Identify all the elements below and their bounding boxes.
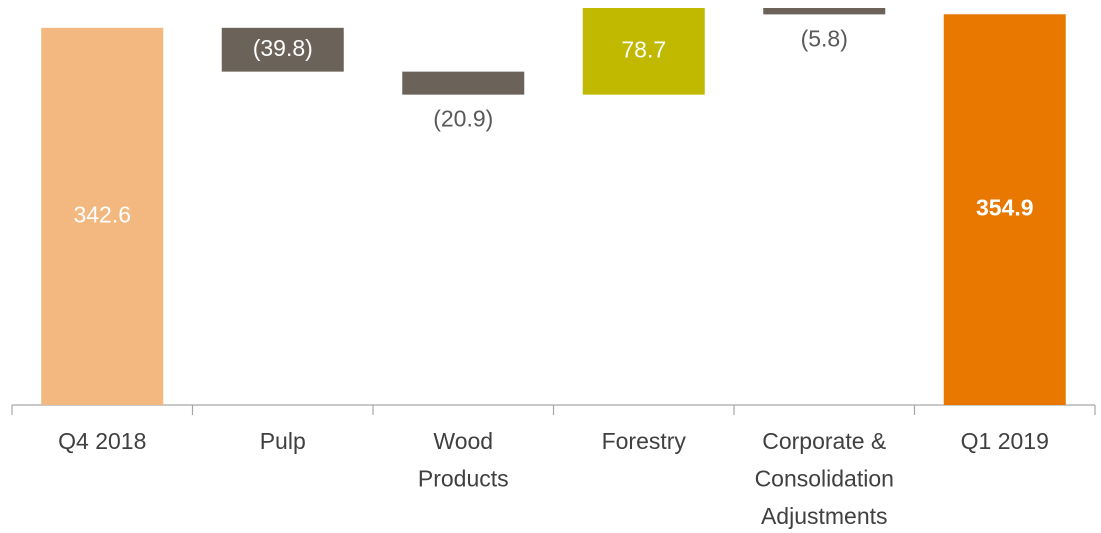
- x-tick-label: Q4 2018: [58, 428, 146, 454]
- x-tick-label: Q1 2019: [961, 428, 1049, 454]
- x-tick-label: Wood Products: [418, 428, 509, 492]
- bar: [402, 71, 525, 95]
- bar: [763, 8, 886, 15]
- bar: [582, 8, 705, 95]
- value-label: (39.8): [253, 35, 313, 61]
- bar: [221, 27, 344, 72]
- value-label: 78.7: [621, 36, 666, 62]
- value-label: 354.9: [976, 195, 1034, 221]
- x-tick-label: Forestry: [602, 428, 687, 454]
- bar: [943, 14, 1066, 406]
- x-tick-label: Corporate & Consolidation Adjustments: [755, 428, 894, 529]
- bar: [41, 27, 164, 406]
- value-label: (20.9): [433, 106, 493, 132]
- x-tick-label: Pulp: [260, 428, 306, 454]
- value-label: 342.6: [73, 201, 131, 227]
- value-label: (5.8): [801, 25, 848, 51]
